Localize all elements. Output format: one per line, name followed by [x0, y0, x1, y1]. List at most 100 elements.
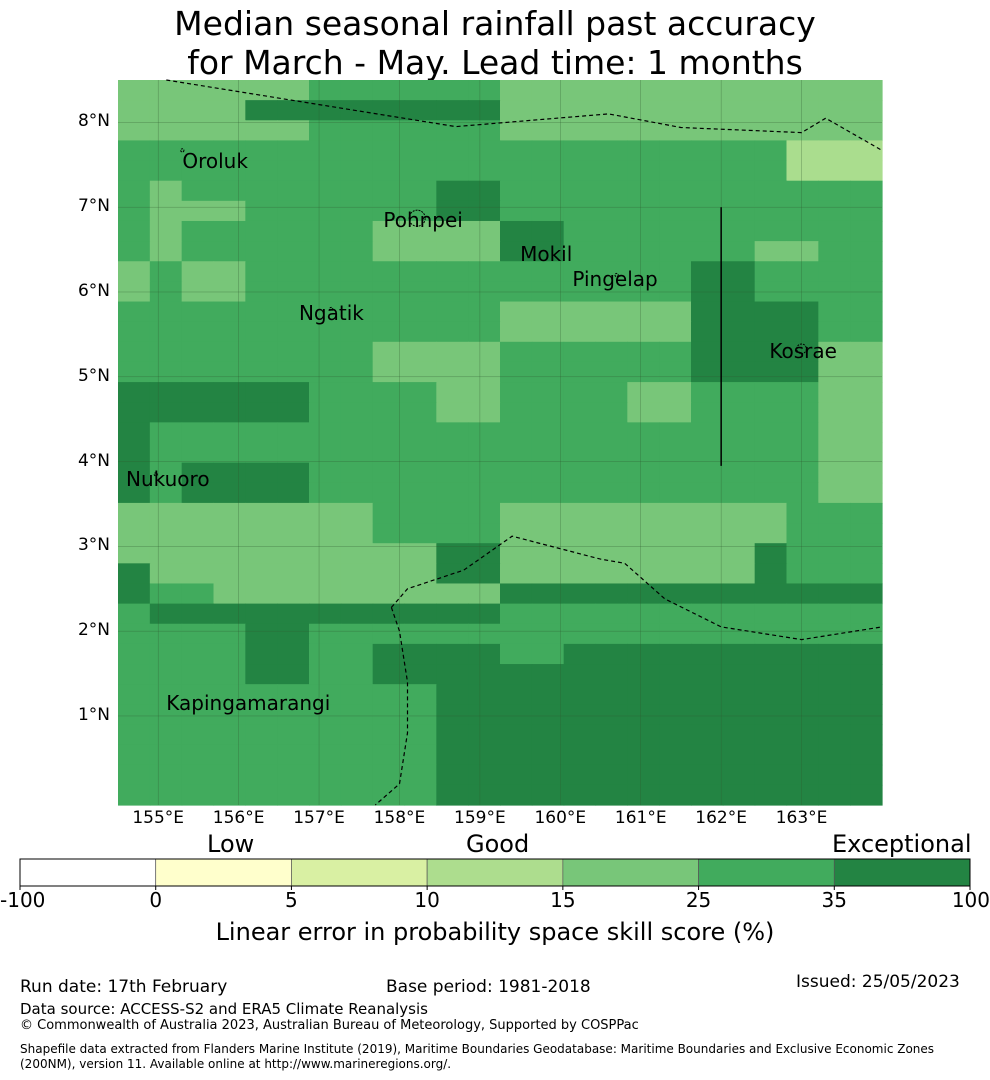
shapefile-credit-line-1: Shapefile data extracted from Flanders M… [20, 1042, 935, 1056]
longitude-label: 158°E [373, 808, 426, 828]
grid-cell [691, 160, 724, 182]
grid-cell [595, 784, 628, 806]
grid-cell [531, 724, 565, 746]
grid-cell [404, 100, 437, 121]
grid-cell [627, 361, 660, 383]
grid-cell [436, 724, 469, 746]
grid-cell [531, 220, 565, 242]
grid-cell [181, 764, 215, 786]
grid-cell [309, 684, 342, 705]
grid-cell [818, 523, 851, 544]
grid-cell [181, 80, 215, 101]
grid-cell [595, 261, 628, 282]
title-line-2: for March - May. Lead time: 1 months [187, 43, 803, 82]
grid-cell [691, 442, 724, 464]
grid-cell [277, 382, 310, 403]
grid-cell [340, 180, 374, 202]
grid-cell [722, 382, 756, 403]
grid-cell [531, 583, 565, 605]
grid-cell [340, 684, 374, 705]
grid-cell [436, 664, 469, 685]
grid-cell [277, 220, 310, 242]
grid-cell [754, 200, 788, 222]
grid-cell [786, 704, 819, 726]
grid-cell [722, 220, 756, 242]
latitude-label: 7°N [77, 196, 110, 217]
grid-cell [309, 361, 342, 383]
grid-cell [786, 301, 819, 323]
grid-cell [850, 583, 883, 605]
grid-cell [722, 341, 756, 363]
grid-cell [245, 462, 278, 484]
grid-cell [722, 140, 756, 162]
issued-date: Issued: 25/05/2023 [796, 972, 960, 992]
grid-cell [404, 422, 437, 444]
grid-cell [754, 361, 788, 383]
grid-cell [627, 341, 660, 363]
grid-cell [818, 261, 851, 282]
grid-cell [595, 583, 628, 605]
grid-cell [818, 341, 851, 363]
grid-cell [372, 664, 406, 685]
grid-cell [722, 301, 756, 323]
colorbar-tick-label: -100 [0, 888, 46, 912]
grid-cell [563, 764, 597, 786]
grid-cell [372, 543, 406, 564]
grid-cell [181, 341, 215, 363]
colorbar-segment [19, 858, 157, 887]
grid-cell [786, 220, 819, 242]
grid-cell [309, 664, 342, 685]
grid-cell [149, 301, 183, 323]
grid-cell [595, 321, 628, 343]
grid-cell [595, 100, 628, 121]
grid-cell [659, 764, 692, 786]
eez-boundary-line [374, 607, 409, 806]
grid-cell [468, 120, 501, 142]
grid-cell [277, 664, 310, 685]
island-outline [408, 209, 426, 227]
grid-cell [340, 543, 374, 564]
grid-cell [754, 341, 788, 363]
grid-cell [118, 623, 151, 645]
grid-cell [531, 140, 565, 162]
grid-cell [595, 341, 628, 363]
grid-cell [786, 402, 819, 423]
grid-cell [563, 341, 597, 363]
grid-cell [181, 583, 215, 605]
grid-cell [531, 120, 565, 142]
grid-cell [850, 664, 883, 685]
grid-cell [149, 482, 183, 504]
grid-cell [850, 361, 883, 383]
grid-cell [277, 100, 310, 121]
grid-cell [659, 744, 692, 766]
grid-cell [118, 361, 151, 383]
grid-cell [659, 704, 692, 726]
grid-cell [722, 160, 756, 182]
grid-cell [468, 341, 501, 363]
grid-cell [691, 80, 724, 101]
grid-cell [213, 704, 246, 726]
grid-cell [786, 482, 819, 504]
colorbar-tick-label: 35 [821, 888, 847, 912]
grid-cell [850, 482, 883, 504]
colorbar-category-low: Low [207, 830, 255, 858]
grid-cell [818, 241, 851, 262]
grid-cell [659, 160, 692, 182]
grid-cell [436, 160, 469, 182]
grid-cell [404, 402, 437, 423]
grid-cell [277, 261, 310, 282]
grid-cell [722, 744, 756, 766]
grid-cell [722, 402, 756, 423]
grid-cell [340, 341, 374, 363]
grid-cell [722, 643, 756, 665]
grid-cell [277, 80, 310, 101]
grid-cell [149, 462, 183, 484]
grid-cell [277, 563, 310, 585]
grid-cell [181, 180, 215, 202]
grid-cell [659, 241, 692, 262]
grid-cell [595, 160, 628, 182]
grid-cell [818, 442, 851, 464]
longitude-label: 157°E [293, 808, 345, 828]
grid-cell [213, 160, 246, 182]
grid-cell [754, 764, 788, 786]
